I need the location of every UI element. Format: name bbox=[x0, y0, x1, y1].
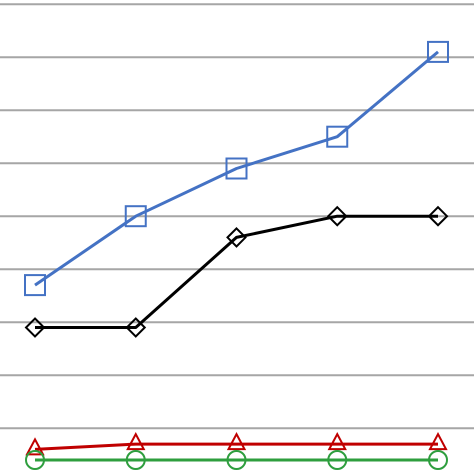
series-1-point-3 bbox=[225, 157, 248, 180]
series-1-point-2 bbox=[124, 205, 147, 228]
series-4-point-4 bbox=[327, 450, 348, 470]
series-2-point-4 bbox=[326, 205, 348, 227]
series-lines bbox=[34, 50, 439, 462]
series-3-point-1 bbox=[25, 437, 45, 456]
series-3-point-3 bbox=[226, 431, 247, 451]
series-2-point-1 bbox=[24, 317, 46, 338]
series-1-point-1 bbox=[24, 274, 46, 297]
series-2-point-2 bbox=[125, 317, 147, 338]
series-1-line bbox=[34, 50, 439, 287]
series-2-point-5 bbox=[427, 205, 449, 227]
series-3-point-5 bbox=[428, 431, 448, 451]
series-3-point-2 bbox=[126, 431, 146, 451]
series-1-point-5 bbox=[427, 40, 449, 63]
series-markers bbox=[24, 40, 449, 470]
series-4-point-2 bbox=[125, 450, 146, 470]
series-4-point-1 bbox=[25, 450, 45, 470]
series-2-line bbox=[35, 214, 438, 329]
gridlines bbox=[0, 3, 474, 430]
series-3-point-4 bbox=[327, 431, 347, 451]
series-3-line bbox=[34, 442, 438, 451]
series-1-point-4 bbox=[326, 125, 349, 148]
series-4-point-5 bbox=[428, 450, 448, 470]
series-2-point-3 bbox=[226, 226, 247, 248]
series-4-point-3 bbox=[226, 450, 247, 470]
